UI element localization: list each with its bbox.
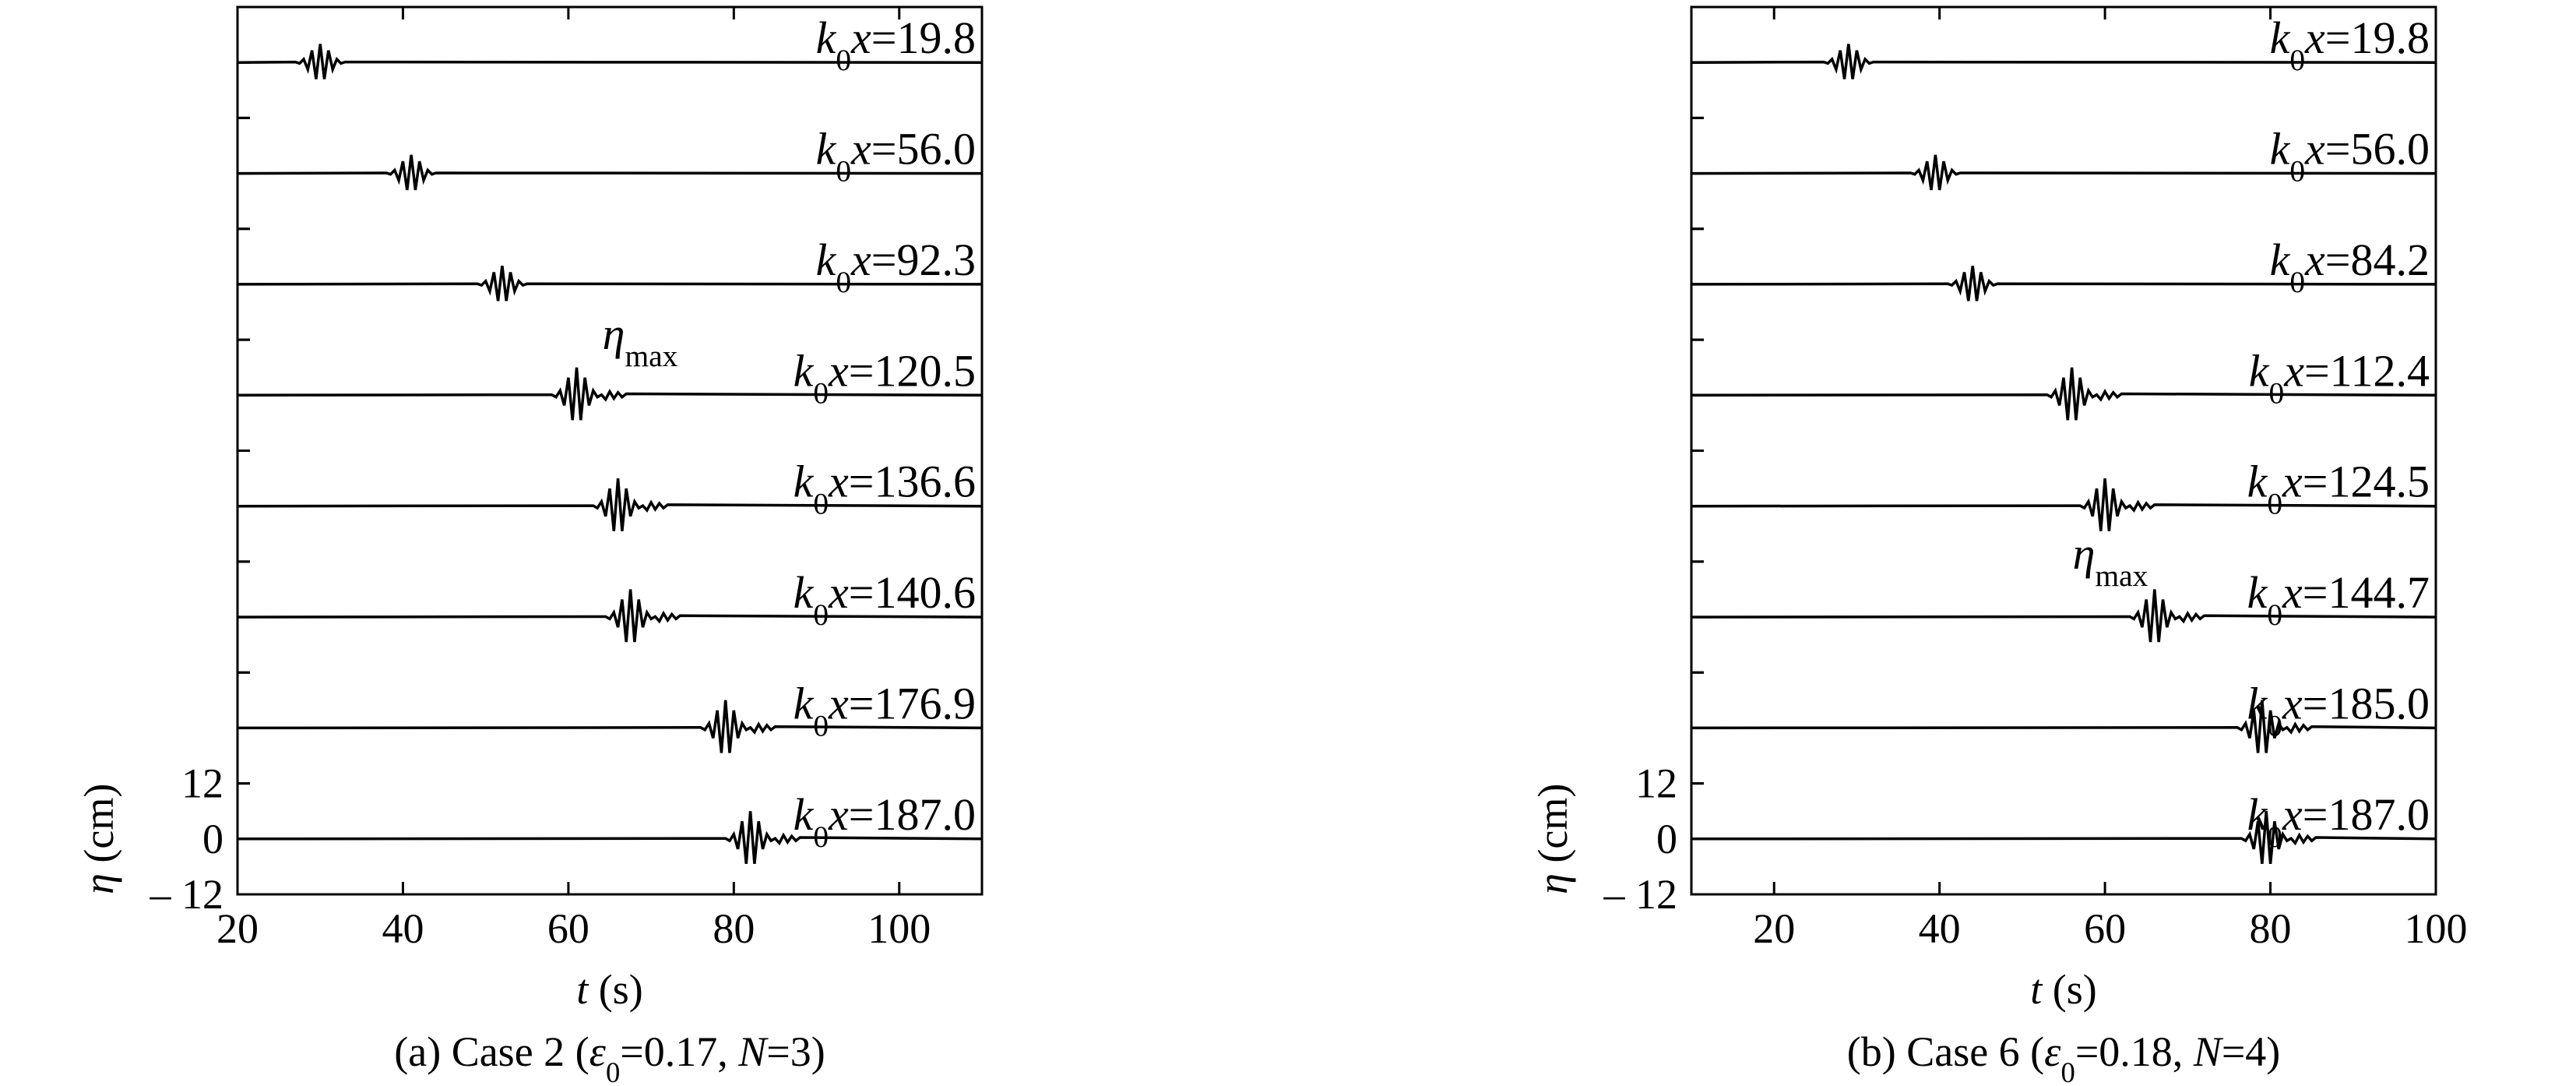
trace-label: k0x=136.6 [794,457,976,521]
wave-trace [237,265,983,301]
wave-trace [237,44,983,79]
trace-label: k0x=187.0 [2247,789,2430,854]
trace-label: k0x=185.0 [2247,678,2430,742]
wave-trace [237,700,983,753]
y-tick-label: 0 [202,816,223,862]
y-axis-label: η (cm) [76,784,122,894]
x-axis-label: t (s) [2030,966,2097,1013]
trace-label: k0x=112.4 [2249,345,2430,410]
x-tick-label: 80 [713,905,755,952]
wave-trace [237,478,983,531]
annotation: ηmax [2073,528,2148,593]
trace-label: k0x=84.2 [2270,234,2430,299]
trace-label: k0x=120.5 [794,345,976,410]
y-tick-label: 0 [1656,816,1677,862]
caption: (b) Case 6 (ε0=0.18, N=4) [1847,1028,2281,1086]
wave-trace [237,589,983,643]
x-tick-label: 100 [867,905,931,952]
y-tick-label: – 12 [1603,871,1678,918]
x-tick-label: 20 [216,905,259,952]
wave-trace [1691,367,2437,421]
wave-trace [1691,811,2437,864]
x-tick-label: 40 [382,905,424,952]
x-tick-label: 60 [547,905,589,952]
wave-trace [1691,589,2437,643]
x-tick-label: 100 [2405,905,2468,952]
annotation: ηmax [603,309,678,373]
wave-trace [1691,154,2437,191]
y-tick-label: 12 [181,760,223,807]
trace-label: k0x=92.3 [816,234,976,299]
y-axis-label: η (cm) [1529,784,1576,894]
trace-label: k0x=140.6 [794,567,976,632]
x-axis-label: t (s) [576,966,643,1013]
y-tick-label: 12 [1635,760,1677,807]
wave-trace [1691,700,2437,753]
trace-label: k0x=124.5 [2247,457,2430,521]
trace-label: k0x=56.0 [816,124,976,189]
wave-trace [1691,44,2437,79]
wave-trace [1691,478,2437,531]
trace-label: k0x=144.7 [2247,567,2430,632]
trace-label: k0x=187.0 [794,789,976,854]
trace-label: k0x=19.8 [816,12,976,77]
x-tick-label: 80 [2250,905,2292,952]
x-tick-label: 20 [1753,905,1795,952]
wave-trace [237,154,983,191]
y-tick-label: – 12 [150,871,224,918]
trace-label: k0x=176.9 [794,678,976,742]
wave-trace [237,811,983,864]
trace-label: k0x=19.8 [2270,12,2430,77]
wave-trace [1691,265,2437,301]
caption: (a) Case 2 (ε0=0.17, N=3) [394,1028,825,1086]
x-tick-label: 60 [2084,905,2126,952]
x-tick-label: 40 [1919,905,1961,952]
trace-label: k0x=56.0 [2270,124,2430,189]
wave-trace [237,367,983,421]
